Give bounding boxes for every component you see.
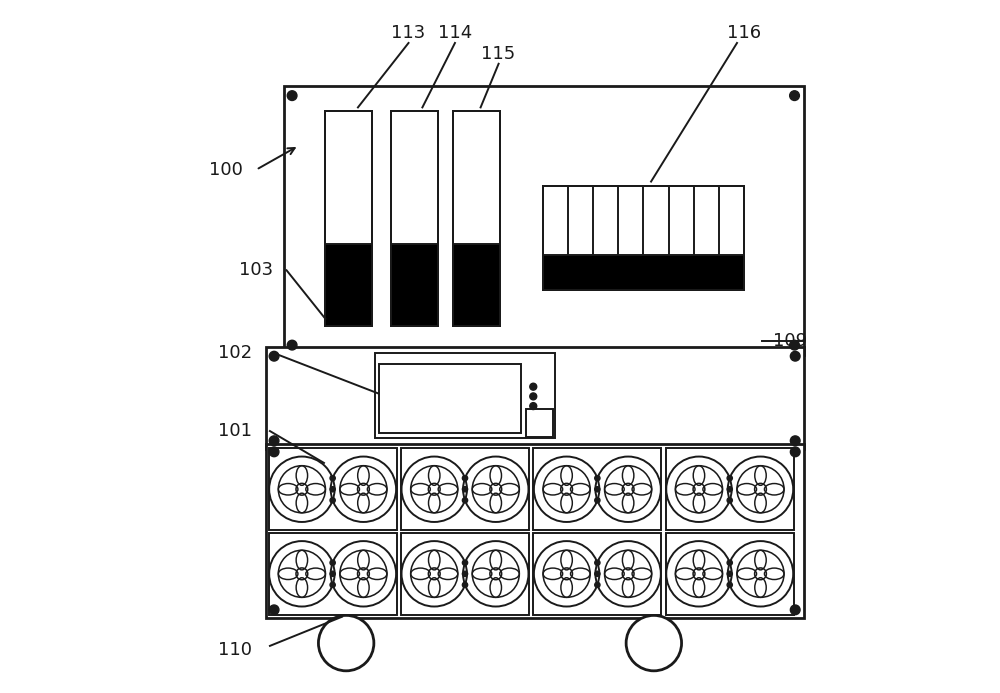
Circle shape	[595, 560, 600, 565]
Bar	[543, 256, 744, 290]
Circle shape	[462, 560, 468, 565]
Bar	[266, 444, 804, 618]
Circle shape	[595, 498, 600, 503]
Bar	[325, 111, 372, 326]
Circle shape	[790, 605, 800, 615]
Bar	[526, 409, 553, 437]
Circle shape	[595, 486, 600, 492]
Text: 103: 103	[239, 261, 273, 279]
Circle shape	[727, 486, 732, 492]
Circle shape	[790, 447, 800, 457]
Bar	[325, 111, 372, 244]
Circle shape	[727, 498, 732, 503]
Circle shape	[462, 582, 468, 588]
Bar	[666, 448, 794, 530]
Bar	[375, 353, 555, 438]
Circle shape	[790, 436, 800, 446]
Circle shape	[462, 475, 468, 481]
Text: 113: 113	[391, 24, 426, 42]
Circle shape	[530, 403, 537, 410]
Circle shape	[790, 351, 800, 361]
Circle shape	[462, 571, 468, 577]
Circle shape	[330, 498, 335, 503]
Circle shape	[330, 475, 335, 481]
Bar	[666, 533, 794, 615]
Text: 102: 102	[218, 344, 252, 362]
Circle shape	[790, 340, 799, 350]
Circle shape	[318, 615, 374, 671]
Circle shape	[330, 582, 335, 588]
Circle shape	[269, 351, 279, 361]
Text: 110: 110	[218, 641, 252, 659]
Circle shape	[595, 475, 600, 481]
Text: 109: 109	[773, 332, 807, 350]
Circle shape	[727, 571, 732, 577]
Bar	[269, 533, 397, 615]
Circle shape	[330, 560, 335, 565]
Circle shape	[595, 571, 600, 577]
Circle shape	[269, 436, 279, 446]
Circle shape	[330, 571, 335, 577]
Text: 101: 101	[218, 422, 252, 440]
Bar	[391, 111, 438, 326]
Bar	[266, 346, 804, 449]
Bar	[533, 533, 661, 615]
Bar	[543, 186, 744, 256]
Bar	[391, 244, 438, 326]
Text: 116: 116	[727, 24, 761, 42]
Circle shape	[462, 498, 468, 503]
Bar	[453, 244, 500, 326]
Circle shape	[790, 91, 799, 100]
Circle shape	[269, 447, 279, 457]
Bar	[391, 111, 438, 244]
Circle shape	[530, 383, 537, 390]
Circle shape	[626, 615, 682, 671]
Circle shape	[269, 605, 279, 615]
Bar	[325, 244, 372, 326]
Circle shape	[287, 340, 297, 350]
Circle shape	[727, 560, 732, 565]
Bar	[401, 448, 529, 530]
Bar	[453, 111, 500, 244]
Bar	[401, 533, 529, 615]
Bar	[533, 448, 661, 530]
Bar	[453, 111, 500, 326]
Bar	[269, 448, 397, 530]
Circle shape	[595, 582, 600, 588]
Bar	[379, 364, 521, 433]
Circle shape	[287, 91, 297, 100]
Circle shape	[462, 486, 468, 492]
Text: 115: 115	[481, 45, 516, 63]
Text: 100: 100	[209, 161, 243, 179]
Text: 114: 114	[438, 24, 472, 42]
Circle shape	[727, 582, 732, 588]
Circle shape	[530, 393, 537, 400]
Circle shape	[330, 486, 335, 492]
Bar	[543, 186, 744, 290]
Bar	[284, 86, 804, 355]
Circle shape	[727, 475, 732, 481]
